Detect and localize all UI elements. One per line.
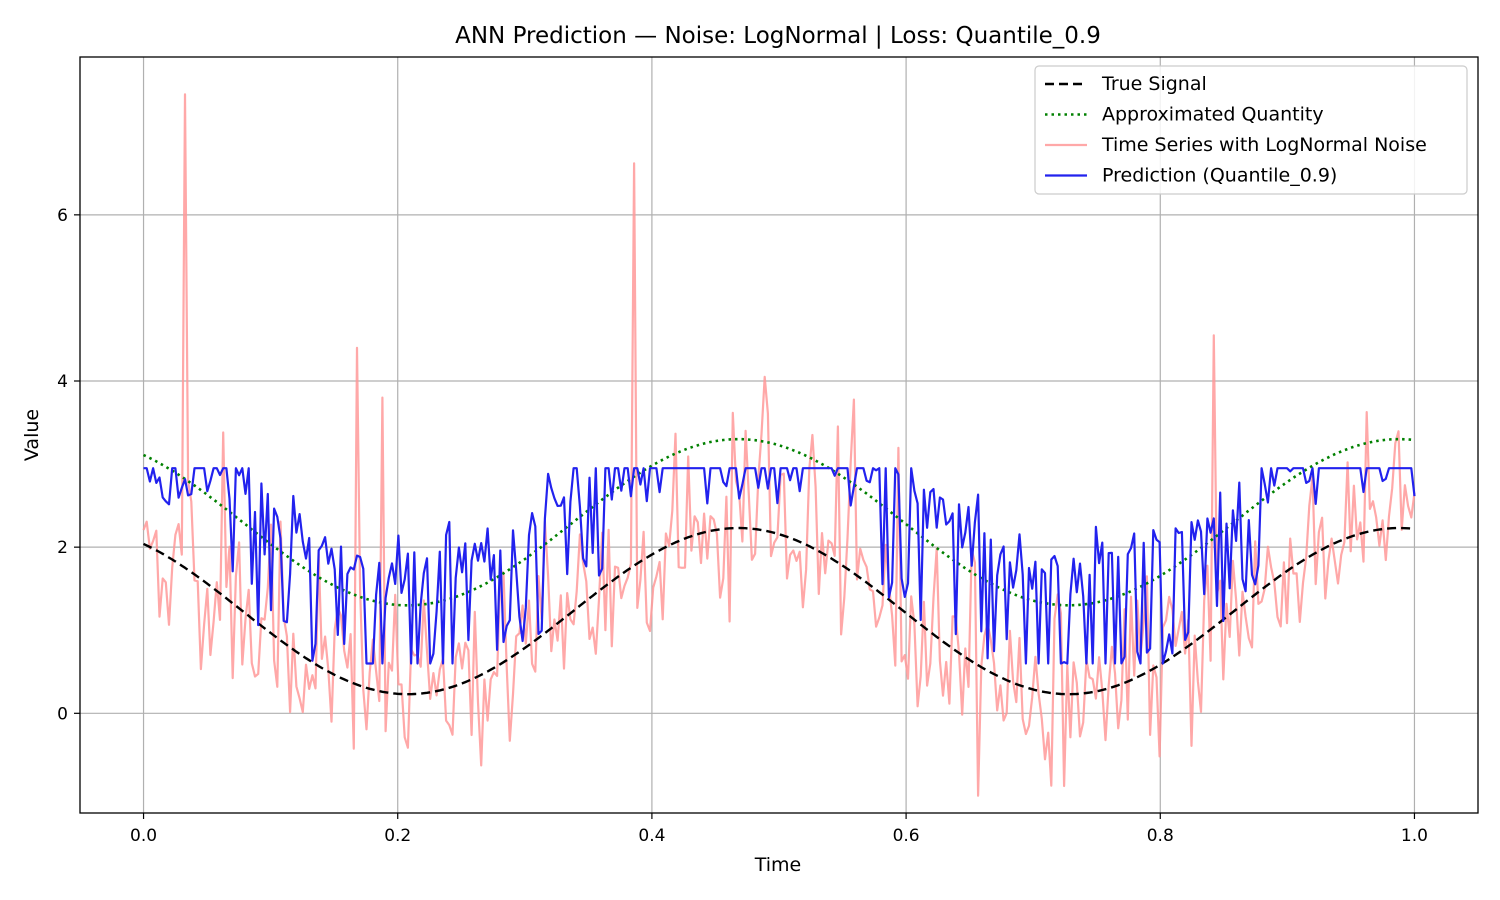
x-tick-label: 0.4 [638,826,665,846]
y-axis: 0 2 4 6 [57,206,80,724]
plot-frame [79,56,1479,814]
legend: True Signal Approximated Quantity Time Ser… [1034,65,1468,195]
series-line-3 [143,467,1416,665]
x-tick-label: 0.6 [893,826,920,846]
y-axis-label: Value [21,409,43,461]
x-tick-label: 1.0 [1401,826,1428,846]
x-tick-label: 0.2 [384,826,411,846]
x-axis-label: Time [754,854,802,876]
y-tick-label: 0 [57,704,68,724]
legend-label: Approximated Quantity [1102,104,1324,126]
chart-title: ANN Prediction — Noise: LogNormal | Loss… [455,23,1101,49]
series-line-1 [142,437,1415,607]
plot-area [142,93,1416,797]
series-line-2 [142,93,1416,797]
legend-label: Time Series with LogNormal Noise [1101,134,1427,156]
x-axis: 0.0 0.2 0.4 0.6 0.8 1.0 [130,813,1428,846]
legend-label: Prediction (Quantile_0.9) [1102,165,1337,187]
x-tick-label: 0.0 [130,826,157,846]
series-line-0 [142,526,1415,696]
legend-label: True Signal [1101,73,1207,95]
legend-box [1034,65,1468,195]
y-tick-label: 6 [57,206,68,226]
y-tick-label: 2 [57,538,68,558]
x-tick-label: 0.8 [1147,826,1174,846]
y-tick-label: 4 [57,372,68,392]
